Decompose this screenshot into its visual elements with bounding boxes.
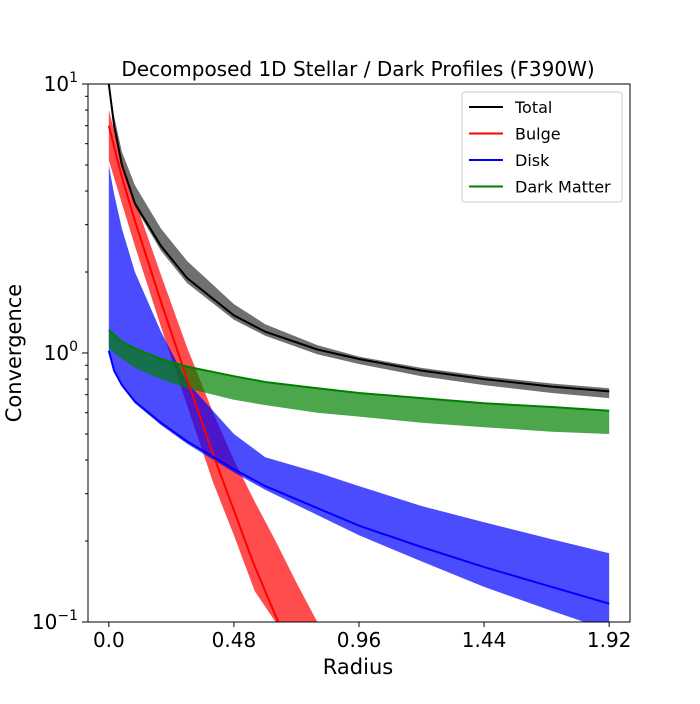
disk-line [107, 350, 610, 605]
legend-label-bulge: Bulge [515, 125, 561, 144]
total-line [107, 84, 610, 393]
x-tick-label: 0.0 [93, 628, 125, 652]
legend-label-total: Total [514, 98, 552, 117]
bulge-line [107, 125, 280, 622]
legend-box [461, 91, 623, 203]
y-axis-label: Convergence [2, 284, 26, 422]
series-lines [107, 84, 610, 622]
y-axis-ticks: 101 100 10−1 [32, 70, 88, 634]
legend: Total Bulge Disk Dark Matter [461, 91, 623, 203]
y-tick-label: 101 [44, 70, 78, 96]
y-tick-label: 10−1 [32, 608, 78, 634]
x-tick-label: 0.96 [337, 628, 382, 652]
dark-matter-band [108, 329, 610, 434]
x-axis-ticks: 0.0 0.48 0.96 1.44 1.92 [93, 622, 631, 652]
legend-label-disk: Disk [515, 151, 550, 170]
x-tick-label: 1.44 [462, 628, 507, 652]
x-tick-label: 1.92 [587, 628, 632, 652]
x-tick-label: 0.48 [212, 628, 257, 652]
total-band [108, 84, 610, 399]
x-axis-label: Radius [323, 655, 393, 679]
uncertainty-bands [108, 84, 610, 622]
y-tick-label: 100 [44, 339, 78, 365]
legend-label-dark-matter: Dark Matter [515, 178, 611, 197]
chart-title: Decomposed 1D Stellar / Dark Profiles (F… [121, 57, 594, 81]
dark-matter-line [108, 329, 610, 412]
disk-band [108, 165, 610, 622]
